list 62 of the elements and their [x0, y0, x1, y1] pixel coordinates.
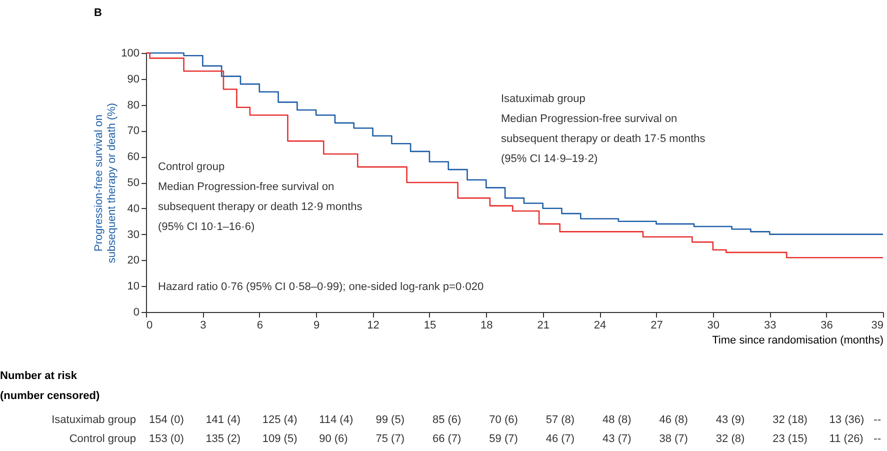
text: 153 (0) — [149, 433, 184, 445]
annotation: Control group Median Progression-free survival on subsequent therapy or death 12·9 months (95% CI 10·1–16·6) — [158, 161, 363, 233]
x-tick-label: 30 — [707, 320, 720, 332]
x-tick-label: 3 — [200, 320, 206, 332]
y-tick-label: 50 — [127, 177, 140, 189]
x-tick-label: 18 — [480, 320, 493, 332]
text: 13 (36) — [829, 414, 864, 426]
x-tick-label: 9 — [314, 320, 320, 332]
text: 48 (8) — [602, 414, 632, 426]
text: -- — [874, 414, 882, 426]
chart-title: B — [94, 7, 102, 19]
x-tick-label: 36 — [820, 320, 833, 332]
text: 85 (6) — [432, 414, 462, 426]
y-tick-label: 40 — [127, 202, 140, 215]
text: 23 (15) — [772, 433, 808, 445]
text: 109 (5) — [262, 433, 298, 445]
y-tick-label: 20 — [127, 254, 140, 267]
text: -- — [874, 433, 882, 445]
text: 57 (8) — [546, 414, 575, 426]
text: 46 (7) — [546, 433, 575, 445]
text: 99 (5) — [376, 414, 405, 426]
y-tick-label: 90 — [127, 73, 140, 86]
y-tick-label: 60 — [127, 151, 140, 164]
text: Control group — [69, 433, 136, 445]
y-tick-label: 70 — [127, 125, 140, 138]
y-tick-label: 100 — [121, 48, 140, 60]
x-tick-label: 12 — [367, 320, 380, 332]
annotation: Isatuximab group Median Progression-free survival on subsequent therapy or death 17·5 months (95% CI 14·9–19·2) — [501, 93, 706, 165]
text: 11 (26) — [829, 433, 864, 445]
text: 38 (7) — [659, 433, 688, 445]
text: 32 (18) — [772, 414, 808, 426]
text: 32 (8) — [716, 433, 745, 445]
text: 75 (7) — [376, 433, 405, 445]
y-tick-label: 10 — [127, 280, 140, 293]
text: Isatuximab group — [52, 414, 136, 426]
text: 114 (4) — [319, 414, 354, 426]
text: 66 (7) — [432, 433, 462, 445]
text: 46 (8) — [659, 414, 688, 426]
text: 59 (7) — [489, 433, 518, 445]
x-tick-label: 6 — [256, 320, 263, 332]
x-tick-label: 0 — [146, 320, 153, 332]
text: 43 (9) — [716, 414, 745, 426]
y-tick-label: 0 — [133, 306, 140, 318]
x-axis-title: Time since randomisation (months) — [712, 334, 884, 346]
x-tick-label: 27 — [650, 320, 663, 332]
text: 154 (0) — [149, 414, 184, 426]
x-tick-label: 24 — [594, 320, 606, 332]
x-tick-label: 33 — [764, 320, 776, 332]
x-tick-label: 21 — [537, 320, 550, 332]
annotation: Hazard ratio 0·76 (95% CI 0·58–0·99); one-sided log-rank p=0·020 — [158, 281, 484, 293]
y-axis-title: Progression-free survival on subsequent therapy or death (%) — [93, 102, 118, 264]
text: Number at risk (number censored) — [0, 370, 100, 402]
x-tick-label: 39 — [871, 320, 884, 332]
text: 90 (6) — [319, 433, 348, 445]
text: 141 (4) — [206, 414, 241, 426]
y-tick-label: 80 — [127, 99, 140, 112]
y-tick-label: 30 — [127, 228, 140, 241]
x-tick-label: 15 — [424, 320, 436, 332]
text: 125 (4) — [262, 414, 298, 426]
text: 70 (6) — [489, 414, 518, 426]
text: 43 (7) — [602, 433, 632, 445]
text: 135 (2) — [206, 433, 241, 445]
